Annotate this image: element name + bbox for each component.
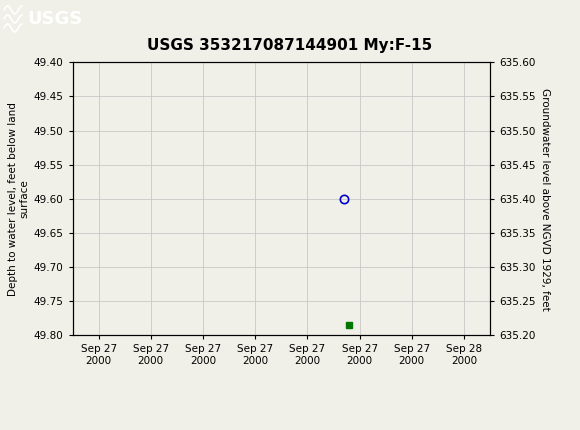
Y-axis label: Groundwater level above NGVD 1929, feet: Groundwater level above NGVD 1929, feet: [540, 87, 550, 310]
Text: USGS 353217087144901 My:F-15: USGS 353217087144901 My:F-15: [147, 38, 433, 52]
Y-axis label: Depth to water level, feet below land
surface: Depth to water level, feet below land su…: [8, 102, 30, 296]
Text: USGS: USGS: [27, 10, 82, 28]
Legend: Period of approved data: Period of approved data: [202, 427, 360, 430]
